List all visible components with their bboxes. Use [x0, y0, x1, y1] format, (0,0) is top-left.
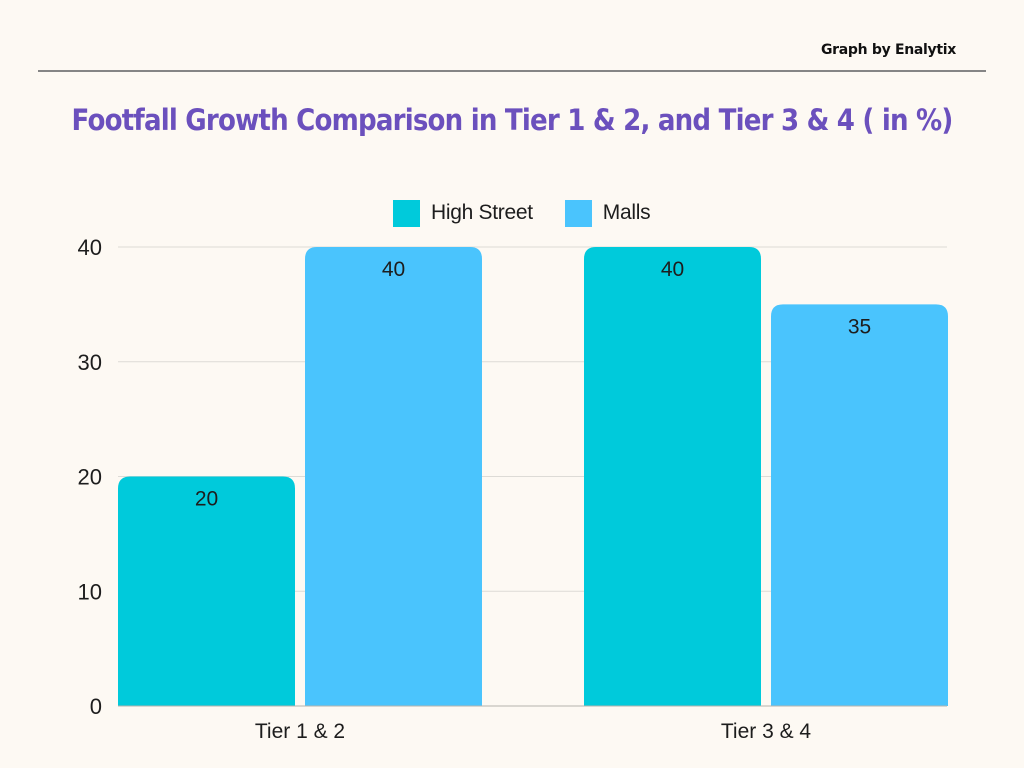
- bar-high-street: [584, 247, 761, 706]
- data-label: 35: [848, 315, 871, 338]
- legend-swatch-high-street: [393, 199, 420, 227]
- legend-label-high-street: High Street: [431, 201, 533, 224]
- chart-legend: High Street Malls: [393, 199, 682, 227]
- y-tick-label: 20: [78, 465, 102, 490]
- legend-label-malls: Malls: [602, 201, 651, 224]
- data-label: 40: [661, 258, 684, 281]
- legend-item-malls: Malls: [564, 199, 651, 227]
- data-label: 20: [195, 488, 218, 511]
- bar-malls: [771, 304, 948, 706]
- bar-malls: [305, 247, 482, 706]
- header-divider: [38, 70, 986, 72]
- y-tick-label: 40: [78, 235, 102, 260]
- x-tick-label: Tier 3 & 4: [721, 720, 812, 743]
- bar-high-street: [118, 476, 295, 706]
- data-label: 40: [382, 258, 405, 281]
- y-tick-label: 0: [90, 694, 102, 719]
- y-tick-label: 10: [78, 579, 102, 604]
- legend-swatch-malls: [564, 199, 592, 227]
- chart-credit: Graph by Enalytix: [820, 42, 956, 58]
- x-tick-label: Tier 1 & 2: [255, 720, 345, 743]
- legend-item-high-street: High Street: [393, 199, 533, 227]
- chart-title: Footfall Growth Comparison in Tier 1 & 2…: [71, 103, 954, 137]
- y-tick-label: 30: [78, 350, 102, 375]
